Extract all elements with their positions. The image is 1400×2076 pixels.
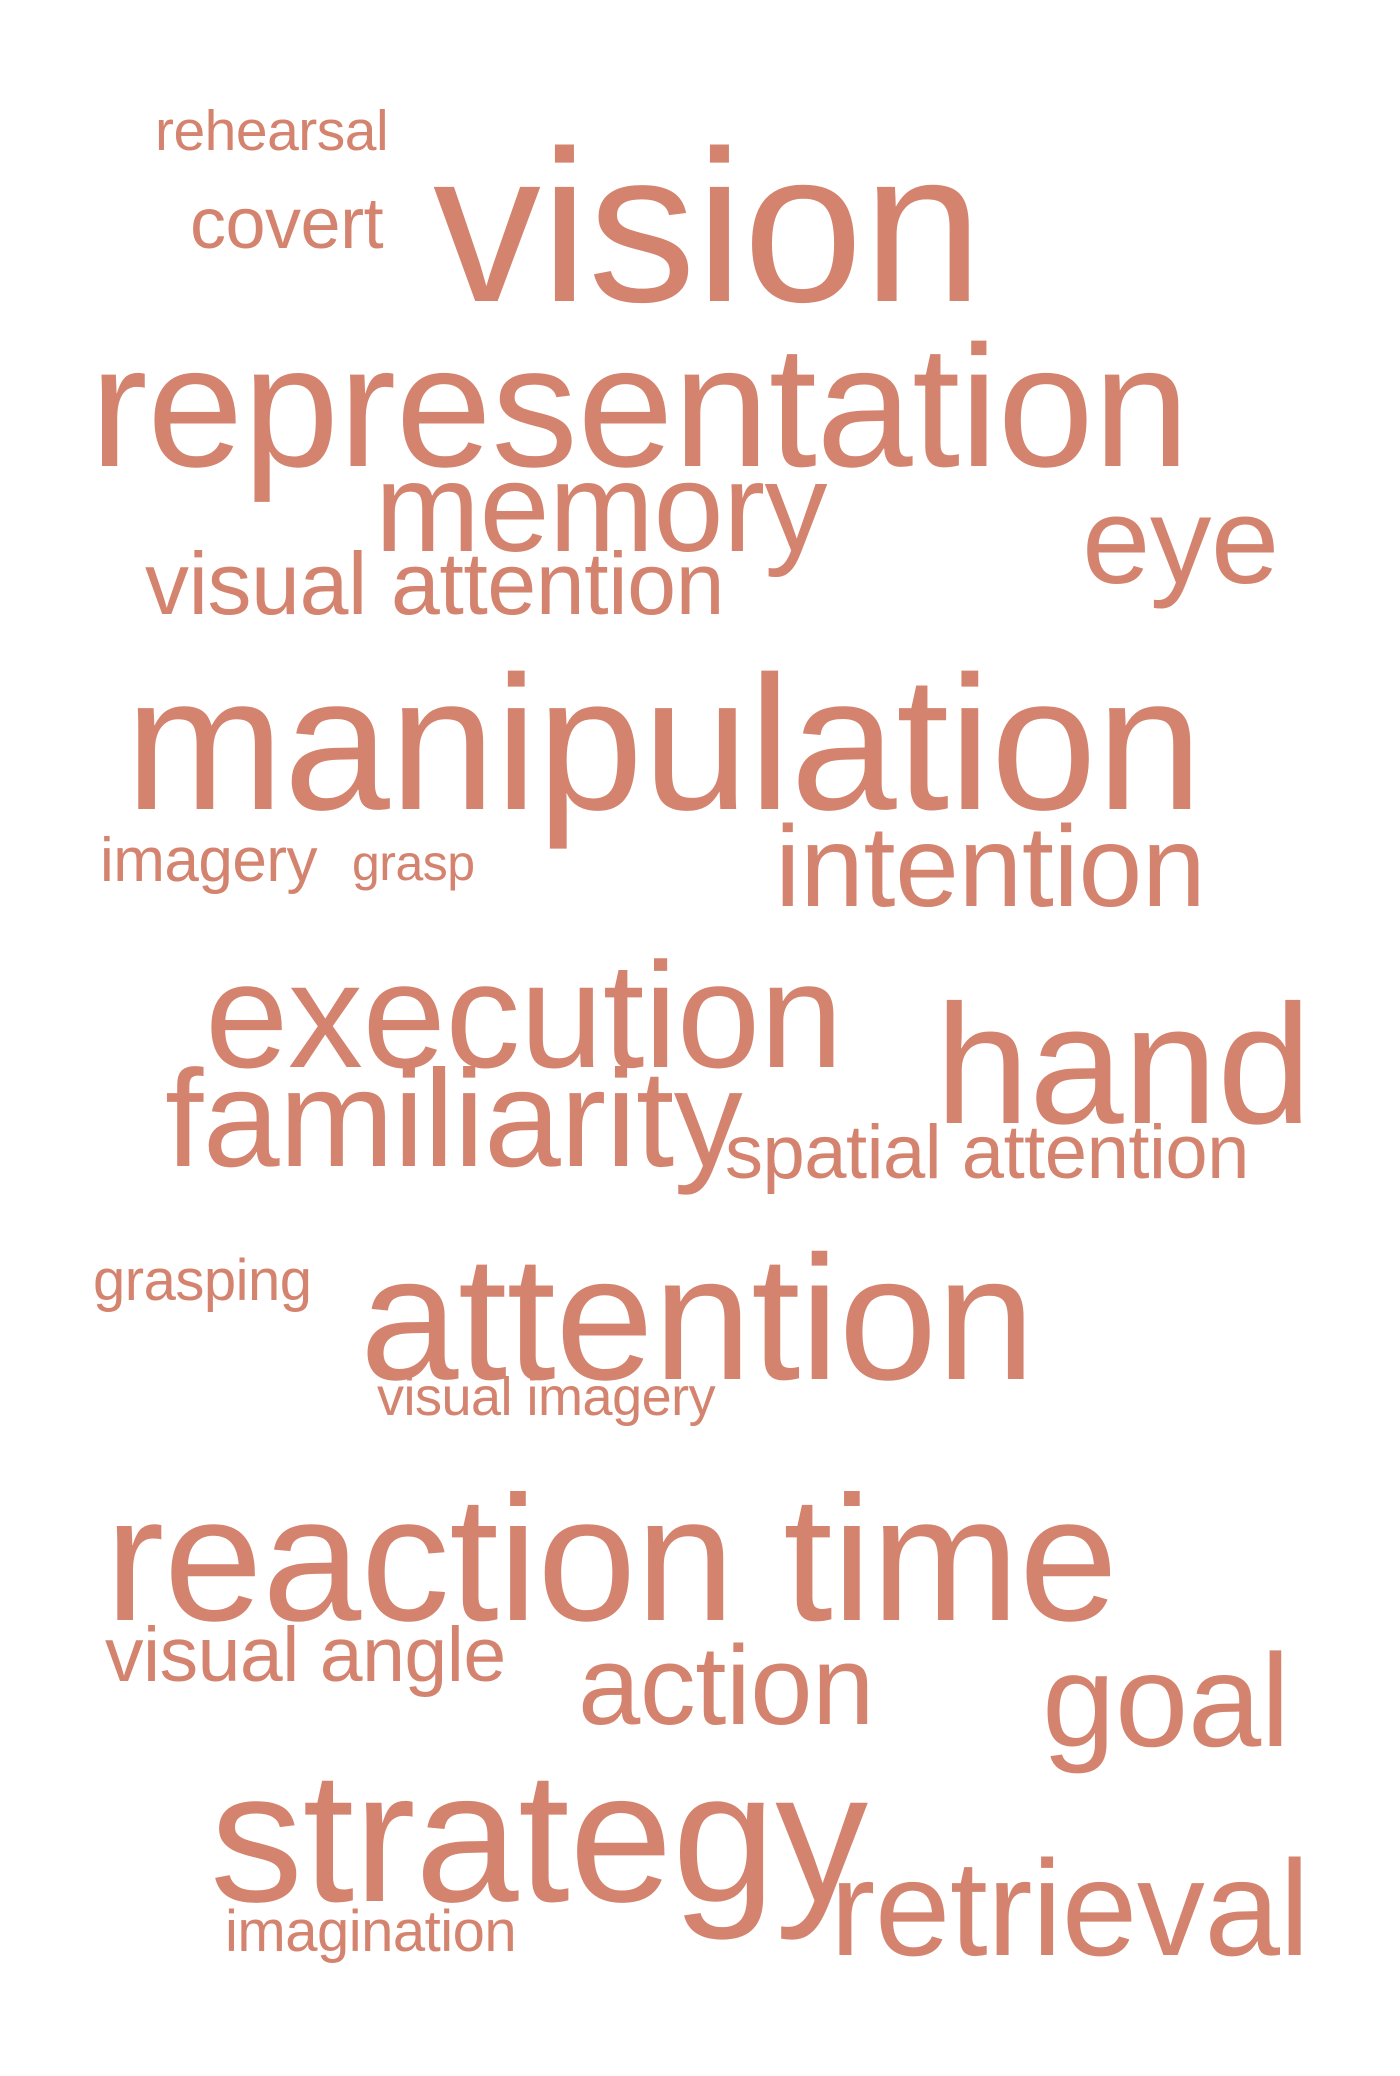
word-spatial-attention: spatial attention [725, 1110, 1249, 1195]
word-visual-angle: visual angle [105, 1612, 506, 1698]
word-familiarity: familiarity [165, 1042, 743, 1196]
word-visual-attention: visual attention [145, 534, 725, 633]
word-attention: attention [360, 1219, 1035, 1417]
word-hand: hand [935, 970, 1312, 1160]
word-vision: vision [433, 105, 983, 347]
word-imagery: imagery [100, 826, 318, 895]
word-execution: execution [205, 931, 843, 1099]
word-eye: eye [1082, 473, 1279, 610]
word-intention: intention [775, 803, 1206, 931]
word-retrieval: retrieval [830, 1832, 1310, 1984]
word-manipulation: manipulation [125, 637, 1203, 850]
word-grasp: grasp [352, 835, 475, 891]
word-rehearsal: rehearsal [155, 99, 389, 163]
word-covert: covert [190, 184, 384, 264]
word-visual-imagery: visual imagery [377, 1367, 716, 1427]
word-reaction-time: reaction time [105, 1459, 1118, 1658]
word-goal: goal [1042, 1627, 1290, 1774]
word-representation: representation [90, 309, 1190, 503]
word-imagination: imagination [225, 1899, 517, 1964]
word-strategy: strategy [210, 1734, 868, 1941]
word-grasping: grasping [93, 1248, 312, 1313]
word-action: action [578, 1623, 874, 1748]
word-memory: memory [375, 437, 828, 578]
